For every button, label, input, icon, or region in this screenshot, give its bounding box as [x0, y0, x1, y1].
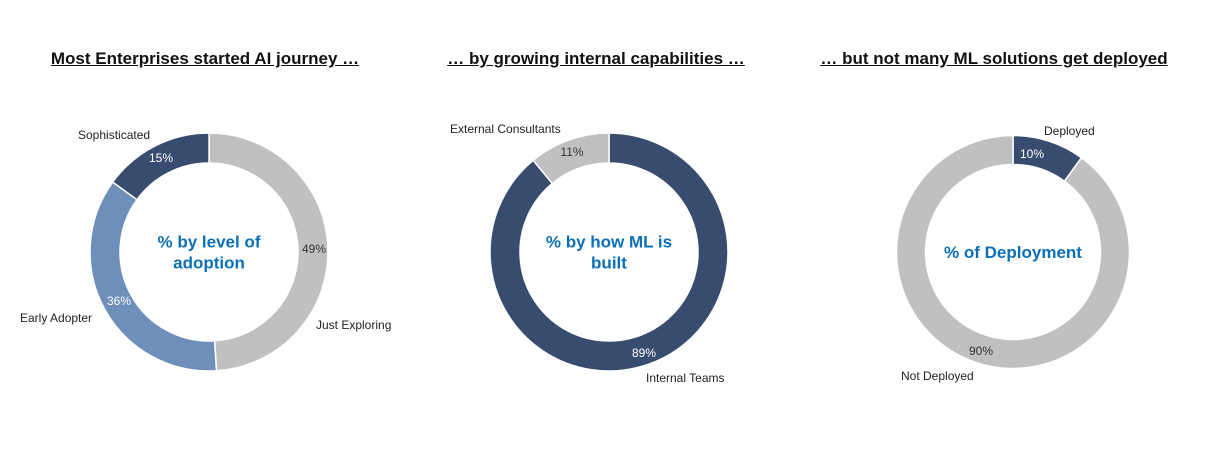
- slice-external-consultants: [532, 132, 610, 185]
- chart-panel-how-built: … by growing internal capabilities … 89%…: [410, 0, 810, 466]
- legend-label-deployed: Deployed: [1044, 124, 1095, 138]
- data-label-internal-teams: 89%: [632, 346, 656, 360]
- chart-title: … by growing internal capabilities …: [447, 49, 745, 68]
- center-label-line: % of Deployment: [944, 243, 1082, 262]
- legend-label-sophisticated: Sophisticated: [78, 128, 150, 142]
- slice-internal-teams: [489, 132, 729, 372]
- chart-panel-adoption: Most Enterprises started AI journey … 49…: [0, 0, 410, 466]
- slice-just-exploring: [208, 132, 329, 372]
- donut-chart-how-built: 89% Internal Teams 11% External Consultants…: [450, 122, 729, 385]
- data-label-external-consultants: 11%: [560, 145, 583, 159]
- legend-label-just-exploring: Just Exploring: [316, 318, 391, 332]
- slice-not-deployed: [895, 134, 1131, 370]
- legend-label-internal-teams: Internal Teams: [646, 371, 725, 385]
- data-label-early-adopter: 36%: [107, 294, 131, 308]
- chart-title: … but not many ML solutions get deployed: [820, 49, 1168, 68]
- data-label-deployed: 10%: [1020, 147, 1044, 161]
- slice-sophisticated: [111, 132, 210, 201]
- center-label-line: built: [591, 254, 627, 273]
- donut-chart-deployment: 10%Deployed 90% Not Deployed % of Deploymen…: [895, 124, 1131, 383]
- data-label-just-exploring: 49%: [302, 242, 326, 256]
- data-label-not-deployed: 90%: [969, 344, 993, 358]
- legend-label-early-adopter: Early Adopter: [20, 311, 92, 325]
- legend-label-external-consultants: External Consultants: [450, 122, 561, 136]
- center-label-line: adoption: [173, 254, 245, 273]
- chart-panel-deployment: … but not many ML solutions get deployed…: [800, 0, 1217, 466]
- data-label-sophisticated: 15%: [149, 151, 173, 165]
- center-label-line: % by level of: [158, 233, 261, 252]
- slice-early-adopter: [89, 181, 218, 372]
- chart-title: Most Enterprises started AI journey …: [50, 49, 360, 68]
- legend-label-not-deployed: Not Deployed: [901, 369, 974, 383]
- donut-chart-adoption: 49% Just Exploring 36% Early Adopter 15% Soph…: [20, 128, 391, 372]
- center-label-line: % by how ML is: [546, 233, 672, 252]
